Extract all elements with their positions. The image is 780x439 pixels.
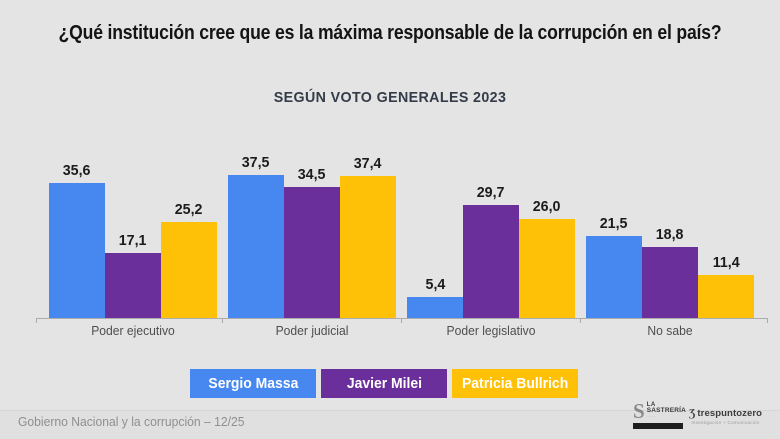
bar: [407, 297, 463, 318]
bar-column: 25,2: [161, 201, 217, 318]
bar-group: 35,6 17,1 25,2: [49, 162, 217, 318]
bar-value-label: 17,1: [119, 232, 147, 249]
axis-tick: [401, 318, 402, 323]
category-label: Poder judicial: [275, 324, 349, 338]
bar-value-label: 29,7: [477, 184, 505, 201]
bar-column: 26,0: [519, 198, 575, 318]
trespuntozero-tagline: Investigación + Comunicación: [691, 420, 760, 425]
legend-item-label: Patricia Bullrich: [461, 375, 569, 392]
bar-value-label: 37,5: [242, 154, 270, 171]
bar-value-label: 21,5: [600, 215, 628, 232]
category-label: No sabe: [647, 324, 693, 338]
axis-tick: [36, 318, 37, 323]
bar-group: 5,4 29,7 26,0: [407, 184, 575, 318]
bar-value-label: 26,0: [533, 198, 561, 215]
bar: [642, 247, 698, 318]
bar-column: 29,7: [463, 184, 519, 318]
la-sastreria-logo: S LA SASTRERÍA · · · · ·: [633, 399, 687, 429]
legend-item: Patricia Bullrich: [452, 369, 578, 398]
sastreria-line2: SASTRERÍA: [646, 407, 687, 414]
bar-column: 34,5: [284, 166, 340, 318]
bar-value-label: 35,6: [63, 162, 91, 179]
bar-column: 37,4: [340, 155, 396, 318]
bar-value-label: 25,2: [175, 201, 203, 218]
bar: [463, 205, 519, 318]
page-title: ¿Qué institución cree que es la máxima r…: [58, 22, 722, 44]
sastreria-s-icon: S: [633, 399, 645, 423]
bar: [105, 253, 161, 318]
bar: [340, 176, 396, 318]
footer-source-label: Gobierno Nacional y la corrupción – 12/2…: [18, 415, 245, 429]
bar: [284, 187, 340, 318]
bar-chart: 35,6 17,1 25,2 37,5 34,5 37,4 5,4 29,7 26,0 21,5 1…: [36, 140, 768, 323]
axis-tick: [222, 318, 223, 323]
trespuntozero-name: trespuntozero: [697, 407, 763, 419]
bar-column: 5,4: [407, 276, 463, 318]
axis-tick: [580, 318, 581, 323]
bar-column: 21,5: [586, 215, 642, 318]
bar: [161, 222, 217, 318]
legend-item: Javier Milei: [321, 369, 447, 398]
bar-groups: 35,6 17,1 25,2 37,5 34,5 37,4 5,4 29,7 26,0 21,5 1…: [49, 154, 754, 318]
bar: [228, 175, 284, 318]
bar: [49, 183, 105, 318]
trespuntozero-3-icon: Ʒ: [689, 407, 696, 419]
bar-value-label: 5,4: [425, 276, 445, 293]
axis-tick: [767, 318, 768, 323]
bar-column: 37,5: [228, 154, 284, 318]
bar-column: 18,8: [642, 226, 698, 318]
bar-column: 11,4: [698, 254, 754, 318]
bar: [586, 236, 642, 318]
legend-item: Sergio Massa: [190, 369, 316, 398]
bar-value-label: 11,4: [712, 254, 740, 271]
x-axis-line: [36, 318, 768, 323]
sastreria-line1: LA: [646, 402, 656, 408]
x-axis-category-labels: Poder ejecutivo Poder judicial Poder legis…: [49, 324, 754, 338]
bar: [519, 219, 575, 318]
legend: Sergio Massa Javier Milei Patricia Bullric…: [190, 369, 578, 398]
trespuntozero-logo: Ʒ trespuntozero Investigación + Comunica…: [689, 407, 762, 425]
sastreria-divider: · · · · ·: [646, 414, 657, 419]
page-subtitle: SEGÚN VOTO GENERALES 2023: [273, 89, 507, 106]
legend-item-label: Javier Milei: [346, 375, 422, 392]
bar-group: 21,5 18,8 11,4: [586, 215, 754, 318]
category-label: Poder ejecutivo: [91, 324, 175, 338]
bar-column: 35,6: [49, 162, 105, 318]
bar: [698, 275, 754, 318]
bar-value-label: 18,8: [656, 226, 684, 243]
bar-value-label: 37,4: [354, 155, 382, 172]
bar-value-label: 34,5: [298, 166, 326, 183]
legend-item-label: Sergio Massa: [208, 375, 298, 392]
bar-group: 37,5 34,5 37,4: [228, 154, 396, 318]
sastreria-banner: [633, 423, 683, 429]
bar-column: 17,1: [105, 232, 161, 318]
category-label: Poder legislativo: [446, 324, 536, 338]
